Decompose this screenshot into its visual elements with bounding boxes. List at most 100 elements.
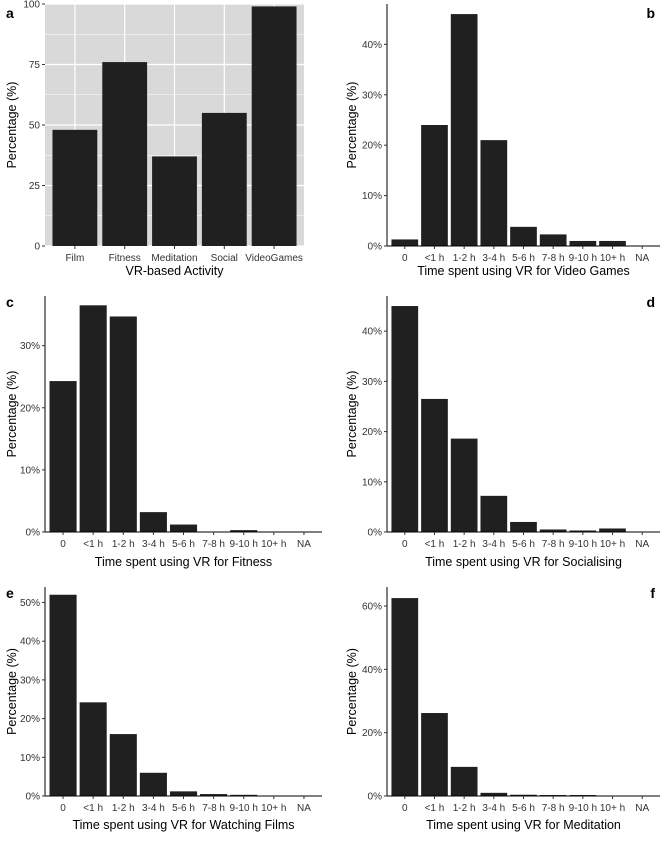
y-axis-title: Percentage (%) bbox=[345, 648, 359, 735]
x-tick-label: 10+ h bbox=[600, 253, 625, 264]
x-tick-label: 3-4 h bbox=[482, 803, 505, 814]
x-tick-label: Fitness bbox=[109, 253, 141, 264]
x-tick-label: 7-8 h bbox=[542, 803, 565, 814]
x-tick-label: 1-2 h bbox=[453, 539, 476, 550]
y-tick-label: 60% bbox=[362, 602, 382, 613]
x-tick-label: 9-10 h bbox=[569, 803, 597, 814]
x-tick-label: <1 h bbox=[425, 253, 445, 264]
x-tick-label: 5-6 h bbox=[172, 803, 195, 814]
x-tick-label: 0 bbox=[402, 539, 408, 550]
y-tick-label: 0 bbox=[34, 242, 40, 253]
y-tick-label: 40% bbox=[362, 665, 382, 676]
y-axis-title: Percentage (%) bbox=[5, 648, 19, 735]
y-tick-label: 0% bbox=[368, 792, 383, 803]
panel-c: 0% 10% 20% 30% 0 <1 h 1-2 h 3-4 h 5-6 h 7-8 h 9-10… bbox=[5, 294, 322, 569]
y-tick-label: 0% bbox=[368, 242, 383, 253]
panel-letter: a bbox=[6, 5, 14, 21]
y-tick-label: 30% bbox=[362, 90, 382, 101]
y-tick-label: 30% bbox=[362, 377, 382, 388]
bar-f-0 bbox=[391, 598, 419, 796]
bar-c-3 bbox=[139, 512, 167, 532]
y-tick-label: 100 bbox=[23, 0, 40, 11]
x-tick-label: 3-4 h bbox=[142, 539, 165, 550]
x-tick-label: <1 h bbox=[83, 803, 103, 814]
y-tick-label: 20% bbox=[362, 728, 382, 739]
bar-f-2 bbox=[450, 766, 478, 796]
y-tick-label: 50% bbox=[20, 598, 40, 609]
bar-b-3 bbox=[480, 140, 508, 246]
x-axis-title: Time spent using VR for Video Games bbox=[417, 264, 630, 278]
y-tick-label: 20% bbox=[20, 714, 40, 725]
x-tick-label: 5-6 h bbox=[172, 539, 195, 550]
y-tick-label: 20% bbox=[362, 427, 382, 438]
x-tick-label: 10+ h bbox=[600, 803, 625, 814]
x-tick-label: Meditation bbox=[151, 253, 197, 264]
bar-d-5 bbox=[539, 529, 567, 532]
bar-d-2 bbox=[450, 438, 478, 532]
x-tick-label: 3-4 h bbox=[482, 253, 505, 264]
bar-c-6 bbox=[230, 530, 258, 532]
bar-b-6 bbox=[569, 240, 597, 246]
x-axis-title: Time spent using VR for Watching Films bbox=[72, 818, 294, 832]
y-axis-title: Percentage (%) bbox=[345, 82, 359, 169]
bar-e-4 bbox=[169, 791, 198, 796]
x-tick-label: 0 bbox=[60, 539, 66, 550]
bar-b-4 bbox=[510, 226, 537, 246]
bar-b-5 bbox=[539, 234, 567, 246]
panel-letter: e bbox=[6, 585, 14, 601]
bar-e-5 bbox=[200, 794, 228, 796]
bar-f-3 bbox=[480, 792, 508, 796]
x-tick-label: 9-10 h bbox=[569, 539, 597, 550]
bar-d-3 bbox=[480, 495, 508, 532]
y-tick-label: 10% bbox=[362, 191, 382, 202]
bar-a-1 bbox=[102, 62, 148, 246]
panel-a: 0 25 50 75 100 Film Fitness Meditation Social Vid… bbox=[5, 0, 304, 278]
x-tick-label: 3-4 h bbox=[482, 539, 505, 550]
y-axis-title: Percentage (%) bbox=[5, 82, 19, 169]
y-tick-label: 40% bbox=[20, 637, 40, 648]
x-tick-label: NA bbox=[635, 539, 649, 550]
y-tick-label: 0% bbox=[26, 528, 41, 539]
x-tick-label: <1 h bbox=[425, 803, 445, 814]
panel-b: 0% 10% 20% 30% 40% 0 <1 h 1-2 h 3-4 h 5-6 h 7-8 h 9… bbox=[345, 4, 660, 278]
panel-e: 0% 10% 20% 30% 40% 50% 0 <1 h 1-2 h 3-4 h 5-6 h 7-8… bbox=[5, 585, 322, 832]
y-tick-label: 75 bbox=[29, 60, 41, 71]
bar-a-0 bbox=[52, 129, 98, 246]
x-tick-label: <1 h bbox=[425, 539, 445, 550]
bar-a-3 bbox=[201, 112, 247, 247]
bar-a-2 bbox=[152, 156, 197, 246]
bar-e-3 bbox=[139, 772, 167, 796]
y-tick-label: 20% bbox=[20, 403, 40, 414]
x-tick-label: 9-10 h bbox=[230, 539, 258, 550]
x-tick-label: 10+ h bbox=[600, 539, 625, 550]
y-tick-label: 20% bbox=[362, 141, 382, 152]
y-tick-label: 10% bbox=[20, 465, 40, 476]
x-tick-label: <1 h bbox=[83, 539, 103, 550]
y-tick-label: 40% bbox=[362, 327, 382, 338]
y-tick-label: 50 bbox=[29, 121, 41, 132]
x-axis-title: Time spent using VR for Meditation bbox=[426, 818, 621, 832]
bar-d-6 bbox=[569, 530, 597, 532]
x-tick-label: 7-8 h bbox=[202, 803, 225, 814]
bar-f-1 bbox=[421, 713, 448, 796]
x-tick-label: 1-2 h bbox=[112, 539, 135, 550]
x-tick-label: 0 bbox=[402, 253, 408, 264]
x-tick-label: 7-8 h bbox=[542, 539, 565, 550]
y-axis-title: Percentage (%) bbox=[5, 371, 19, 458]
y-tick-label: 10% bbox=[20, 753, 40, 764]
x-tick-label: 1-2 h bbox=[453, 253, 476, 264]
x-tick-label: 0 bbox=[60, 803, 66, 814]
x-tick-label: Film bbox=[65, 253, 84, 264]
x-tick-label: 10+ h bbox=[261, 803, 286, 814]
x-tick-label: 5-6 h bbox=[512, 253, 535, 264]
bar-c-1 bbox=[79, 305, 107, 532]
x-tick-label: 5-6 h bbox=[512, 803, 535, 814]
x-tick-label: 9-10 h bbox=[230, 803, 258, 814]
panel-d: 0% 10% 20% 30% 40% 0 <1 h 1-2 h 3-4 h 5-6 h 7-8 h 9… bbox=[345, 294, 660, 569]
x-axis-title: Time spent using VR for Socialising bbox=[425, 555, 622, 569]
bar-e-2 bbox=[109, 734, 137, 796]
x-tick-label: VideoGames bbox=[245, 253, 303, 264]
y-axis-title: Percentage (%) bbox=[345, 371, 359, 458]
x-tick-label: NA bbox=[635, 253, 649, 264]
